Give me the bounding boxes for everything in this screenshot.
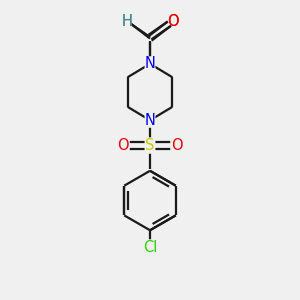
Text: Cl: Cl [143, 240, 157, 255]
Text: O: O [117, 138, 129, 153]
Text: N: N [145, 113, 155, 128]
Text: O: O [167, 14, 179, 29]
Text: O: O [167, 14, 179, 29]
Text: H: H [122, 14, 133, 29]
Text: S: S [145, 138, 155, 153]
Text: H: H [122, 14, 133, 29]
Text: O: O [171, 138, 183, 153]
Text: N: N [145, 56, 155, 71]
